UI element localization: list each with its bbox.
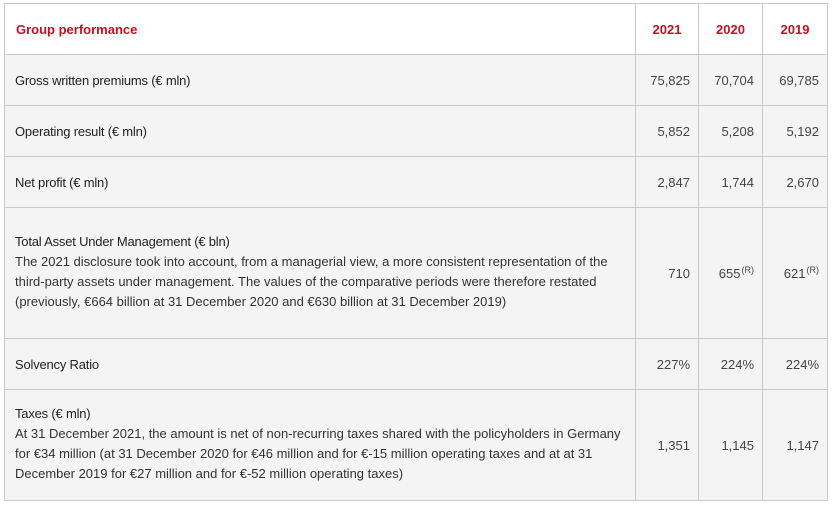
year-header-2021: 2021 [635, 3, 699, 55]
year-header-2019: 2019 [762, 3, 828, 55]
row-label-cell: Gross written premiums (€ mln) [4, 54, 636, 106]
value-2021: 2,847 [635, 156, 699, 208]
value-text: 621 [783, 266, 806, 281]
row-label-cell: Total Asset Under Management (€ bln) The… [4, 207, 636, 339]
value-2019: 2,670 [762, 156, 828, 208]
row-label: Gross written premiums (€ mln) [15, 72, 191, 88]
table-title: Group performance [4, 3, 636, 55]
value-2020: 655(R) [698, 207, 763, 339]
value-text: 655 [718, 266, 741, 281]
row-label: Net profit (€ mln) [15, 174, 109, 190]
row-label: Total Asset Under Management (€ bln) [15, 234, 230, 249]
table-row-operating-result: Operating result (€ mln) 5,852 5,208 5,1… [4, 105, 828, 157]
row-label: Solvency Ratio [15, 356, 99, 372]
row-label-cell: Net profit (€ mln) [4, 156, 636, 208]
header-row: Group performance 2021 2020 2019 [4, 3, 828, 55]
value-2020: 1,744 [698, 156, 763, 208]
table-row-gross-written-premiums: Gross written premiums (€ mln) 75,825 70… [4, 54, 828, 106]
value-2019: 69,785 [762, 54, 828, 106]
row-footnote: At 31 December 2021, the amount is net o… [15, 426, 621, 481]
value-2020: 224% [698, 338, 763, 390]
row-label-cell: Operating result (€ mln) [4, 105, 636, 157]
restated-mark: (R) [741, 265, 755, 275]
value-2020: 5,208 [698, 105, 763, 157]
table-row-total-aum: Total Asset Under Management (€ bln) The… [4, 207, 828, 339]
row-footnote: The 2021 disclosure took into account, f… [15, 254, 608, 309]
group-performance-table: Group performance 2021 2020 2019 Gross w… [4, 3, 828, 501]
row-label-cell: Solvency Ratio [4, 338, 636, 390]
value-text: 710 [668, 265, 690, 281]
table-row-net-profit: Net profit (€ mln) 2,847 1,744 2,670 [4, 156, 828, 208]
value-2020: 70,704 [698, 54, 763, 106]
value-2019: 1,147 [762, 389, 828, 501]
value-2020: 1,145 [698, 389, 763, 501]
year-header-2020: 2020 [698, 3, 763, 55]
row-label: Taxes (€ mln) [15, 406, 91, 421]
value-2019: 621(R) [762, 207, 828, 339]
value-2019: 5,192 [762, 105, 828, 157]
value-2021: 5,852 [635, 105, 699, 157]
value-2021: 227% [635, 338, 699, 390]
table-row-taxes: Taxes (€ mln) At 31 December 2021, the a… [4, 389, 828, 501]
value-2021: 710 [635, 207, 699, 339]
value-2019: 224% [762, 338, 828, 390]
restated-mark: (R) [806, 265, 820, 275]
row-label: Operating result (€ mln) [15, 123, 147, 139]
row-label-cell: Taxes (€ mln) At 31 December 2021, the a… [4, 389, 636, 501]
value-2021: 1,351 [635, 389, 699, 501]
value-2021: 75,825 [635, 54, 699, 106]
table-row-solvency-ratio: Solvency Ratio 227% 224% 224% [4, 338, 828, 390]
